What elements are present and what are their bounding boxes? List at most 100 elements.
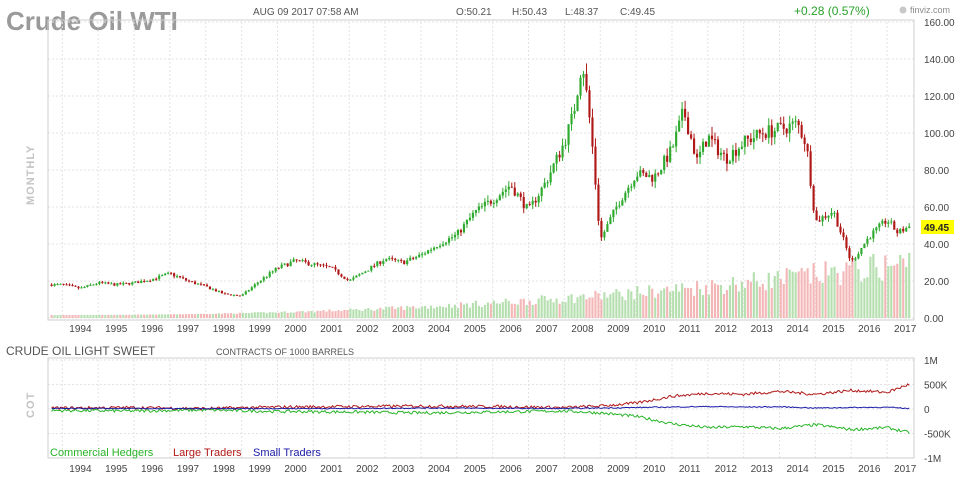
cot-subtitle: CONTRACTS OF 1000 BARRELS <box>216 347 354 357</box>
volume-bar <box>152 314 155 318</box>
candle-body <box>62 283 65 285</box>
volume-bar <box>893 265 896 318</box>
candle-body <box>812 185 815 211</box>
volume-bar <box>259 312 262 318</box>
volume-bar <box>441 306 445 318</box>
y-tick-label: 500K <box>924 381 948 392</box>
candle-body <box>764 134 767 138</box>
candle-body <box>391 257 394 259</box>
period-label: MONTHLY <box>25 145 37 205</box>
x-tick-label: 2016 <box>858 324 881 335</box>
volume-bar <box>746 279 749 318</box>
candle-body <box>489 200 492 204</box>
x-tick-label: 2003 <box>392 464 415 475</box>
volume-bar <box>238 312 241 318</box>
candle-body <box>779 122 782 124</box>
candle-body <box>358 274 361 276</box>
candle-body <box>158 275 161 280</box>
candle-body <box>866 238 869 244</box>
candle-body <box>459 230 463 233</box>
candle-body <box>480 206 483 208</box>
candle-body <box>412 257 415 259</box>
volume-bar <box>642 294 645 318</box>
x-tick-label: 2011 <box>679 464 701 475</box>
candle-body <box>131 282 134 285</box>
candle-body <box>367 270 370 272</box>
volume-bar <box>570 294 573 318</box>
candle-body <box>179 276 182 278</box>
candle-body <box>176 276 179 278</box>
candle-body <box>492 202 495 204</box>
brand-link[interactable]: finviz.com <box>910 5 950 15</box>
candle-body <box>50 284 53 287</box>
x-tick-label: 2002 <box>356 324 379 335</box>
candle-body <box>800 125 803 138</box>
legend-large: Large Traders <box>173 447 242 459</box>
volume-bar <box>782 283 785 318</box>
candle-body <box>755 129 758 139</box>
candle-body <box>672 146 675 148</box>
candle-body <box>728 161 731 164</box>
volume-bar <box>872 253 875 318</box>
candle-body <box>869 238 872 240</box>
candle-body <box>173 273 176 277</box>
volume-bar <box>905 266 908 318</box>
candle-body <box>403 260 406 265</box>
candle-body <box>621 200 624 206</box>
candle-body <box>600 220 603 238</box>
volume-bar <box>624 300 627 318</box>
y-tick-label: -1M <box>924 454 941 465</box>
candle-body <box>791 121 794 124</box>
volume-bar <box>830 267 833 318</box>
volume-bar <box>495 303 498 318</box>
volume-bar <box>50 315 53 318</box>
volume-bar <box>815 276 818 318</box>
candle-body <box>220 290 223 294</box>
volume-bar <box>361 310 364 318</box>
candle-body <box>531 200 534 205</box>
volume-bar <box>645 295 648 318</box>
volume-bar <box>486 302 489 318</box>
candle-body <box>184 278 188 281</box>
volume-bar <box>256 312 259 318</box>
volume-bar <box>83 315 86 318</box>
candle-body <box>504 189 507 192</box>
candle-body <box>588 90 591 118</box>
volume-bar <box>549 298 552 318</box>
volume-bar <box>755 281 758 318</box>
candle-body <box>238 295 241 297</box>
volume-bar <box>863 278 866 318</box>
volume-bar <box>340 311 343 318</box>
volume-bar <box>525 305 528 318</box>
candle-body <box>86 285 89 287</box>
candle-body <box>654 173 657 182</box>
volume-bar <box>146 314 149 318</box>
volume-bar <box>567 295 570 318</box>
candle-body <box>746 135 749 139</box>
chart-title: Crude Oil WTI <box>6 6 178 36</box>
volume-bar <box>848 265 851 318</box>
volume-bar <box>896 263 899 318</box>
candle-body <box>415 256 418 259</box>
candle-body <box>247 290 250 292</box>
candle-body <box>190 281 194 283</box>
candle-body <box>486 200 489 202</box>
candle-body <box>669 146 672 162</box>
candle-body <box>561 145 564 158</box>
candle-body <box>134 281 137 283</box>
volume-bar <box>492 300 495 318</box>
candle-body <box>208 286 212 290</box>
candle-body <box>193 281 197 285</box>
candle-body <box>782 123 785 129</box>
y-tick-label: 1M <box>924 356 938 367</box>
y-tick-label: 80.00 <box>924 166 949 177</box>
volume-bar <box>779 278 782 318</box>
volume-bar <box>391 306 394 318</box>
volume-bar <box>250 312 253 318</box>
candle-body <box>349 279 352 281</box>
candle-body <box>585 73 588 91</box>
legend-commercial: Commercial Hedgers <box>50 447 154 459</box>
volume-bar <box>319 311 322 318</box>
volume-bar <box>564 302 567 318</box>
x-tick-label: 2007 <box>535 324 558 335</box>
